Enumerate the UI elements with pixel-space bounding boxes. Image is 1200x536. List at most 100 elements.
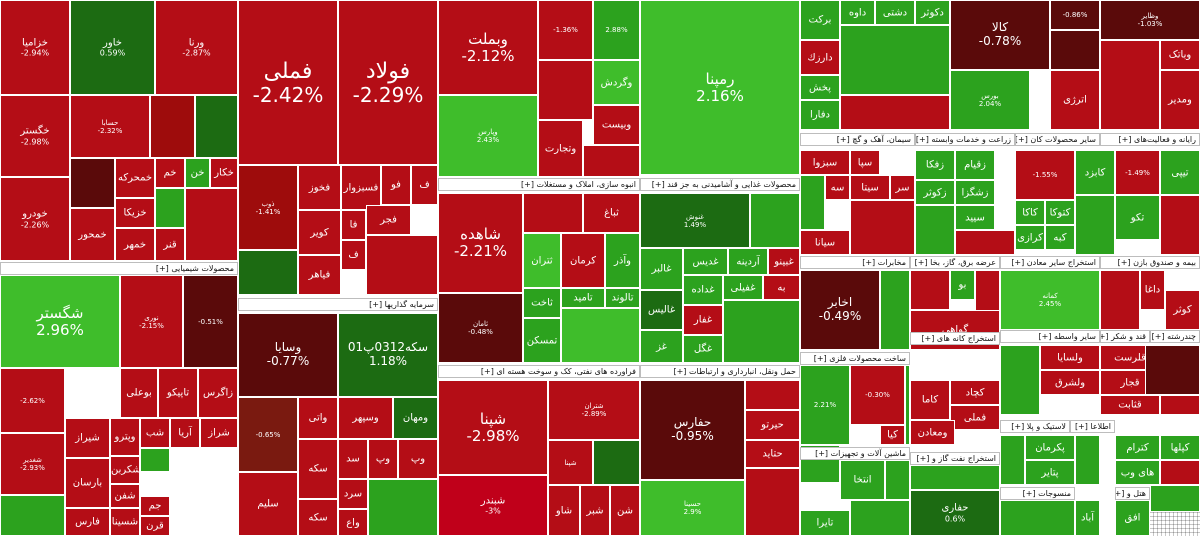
stock-tile[interactable]: ذوب -1.41% bbox=[238, 165, 298, 250]
stock-tile[interactable]: جم bbox=[140, 496, 170, 516]
stock-tile[interactable] bbox=[1100, 40, 1160, 130]
stock-tile[interactable]: فملی bbox=[950, 405, 1000, 430]
stock-tile[interactable]: قرن bbox=[140, 516, 170, 536]
stock-tile[interactable]: فسبزوار bbox=[341, 165, 381, 210]
sector-header[interactable]: سرمایه گذاریها [+] bbox=[238, 298, 438, 311]
stock-tile[interactable]: کمانه 2.45% bbox=[1000, 270, 1100, 330]
sector-header[interactable]: هتل و [+] bbox=[1115, 487, 1150, 500]
stock-tile[interactable]: وبیست bbox=[593, 105, 640, 145]
stock-tile[interactable]: اترژی bbox=[1050, 70, 1100, 130]
sector-header[interactable]: منسوجات [+] bbox=[1000, 487, 1075, 500]
stock-tile[interactable] bbox=[885, 460, 910, 500]
stock-tile[interactable]: 2.88% bbox=[593, 0, 640, 60]
stock-tile[interactable] bbox=[955, 230, 1015, 255]
stock-tile[interactable]: کبه bbox=[1045, 225, 1075, 250]
stock-tile[interactable]: خودرو -2.26% bbox=[0, 177, 70, 261]
stock-tile[interactable]: به bbox=[763, 275, 800, 300]
stock-tile[interactable]: حسابا -2.32% bbox=[70, 95, 150, 158]
stock-tile[interactable] bbox=[905, 365, 910, 445]
stock-tile[interactable]: شکربن bbox=[110, 456, 140, 484]
stock-tile[interactable]: سیتا bbox=[850, 175, 890, 200]
sector-header[interactable]: استخراج نفت گاز و [+] bbox=[910, 452, 1000, 465]
stock-tile[interactable] bbox=[593, 440, 640, 485]
stock-tile[interactable]: شبر bbox=[580, 485, 610, 536]
stock-tile[interactable]: سکه bbox=[298, 499, 338, 536]
stock-tile[interactable]: شگستر 2.96% bbox=[0, 275, 120, 368]
stock-tile[interactable]: سیانا bbox=[800, 230, 850, 255]
stock-tile[interactable]: زقیام bbox=[955, 150, 995, 180]
stock-tile[interactable] bbox=[150, 95, 195, 158]
stock-tile[interactable]: خمحرکه bbox=[115, 158, 155, 198]
stock-tile[interactable]: حتاید bbox=[745, 440, 800, 468]
stock-tile[interactable] bbox=[538, 60, 593, 120]
stock-tile[interactable]: وتجارت bbox=[538, 120, 583, 177]
stock-tile[interactable]: فارس bbox=[65, 508, 110, 536]
stock-tile[interactable]: غالبر bbox=[640, 248, 683, 290]
stock-tile[interactable]: شپنا -2.98% bbox=[438, 380, 548, 475]
stock-tile[interactable]: سبزوا bbox=[800, 150, 850, 175]
stock-tile[interactable]: غالیس bbox=[640, 290, 683, 330]
stock-tile[interactable]: دارزك bbox=[800, 40, 840, 75]
stock-tile[interactable]: پکرمان bbox=[1025, 435, 1075, 460]
stock-tile[interactable]: وآذر bbox=[605, 233, 640, 288]
stock-tile[interactable]: شن bbox=[610, 485, 640, 536]
stock-tile[interactable]: کوثر bbox=[1165, 290, 1200, 330]
stock-tile[interactable]: آردینه bbox=[728, 248, 768, 275]
sector-header[interactable]: قند و شکر [+] bbox=[1100, 330, 1150, 343]
stock-tile[interactable]: کتوکا bbox=[1045, 200, 1075, 225]
stock-tile[interactable] bbox=[800, 175, 825, 230]
stock-tile[interactable]: سکه bbox=[298, 439, 338, 499]
stock-tile[interactable]: ثباغ bbox=[583, 193, 640, 233]
stock-tile[interactable]: ومهان bbox=[393, 397, 438, 439]
stock-tile[interactable]: خم bbox=[155, 158, 185, 188]
stock-tile[interactable]: خمهر bbox=[115, 228, 155, 261]
stock-tile[interactable]: واتی bbox=[298, 397, 338, 439]
stock-tile[interactable]: وباتک bbox=[1160, 40, 1200, 70]
stock-tile[interactable]: غداده bbox=[683, 275, 723, 305]
sector-header[interactable]: سایر واسطه [+] bbox=[1000, 330, 1100, 343]
stock-tile[interactable] bbox=[1160, 195, 1200, 255]
stock-tile[interactable]: ثاخت bbox=[523, 288, 561, 318]
stock-tile[interactable] bbox=[238, 250, 298, 295]
stock-tile[interactable] bbox=[910, 465, 1000, 490]
stock-tile[interactable]: ورنا -2.87% bbox=[155, 0, 238, 95]
sector-header[interactable]: چندرشته [+] bbox=[1150, 330, 1200, 343]
stock-tile[interactable]: تاپیکو bbox=[158, 368, 198, 418]
stock-tile[interactable] bbox=[850, 500, 910, 536]
stock-tile[interactable]: ثتران bbox=[523, 233, 561, 288]
stock-tile[interactable] bbox=[1100, 270, 1140, 330]
stock-tile[interactable]: کترام bbox=[1115, 435, 1160, 460]
stock-tile[interactable] bbox=[1000, 500, 1075, 536]
stock-tile[interactable]: زفکا bbox=[915, 150, 955, 180]
stock-tile[interactable]: سر bbox=[890, 175, 915, 200]
stock-tile[interactable]: قثابت bbox=[1100, 395, 1160, 415]
stock-tile[interactable]: -1.36% bbox=[538, 0, 593, 60]
stock-tile[interactable]: حفارس -0.95% bbox=[640, 380, 745, 480]
stock-tile[interactable]: تکو bbox=[1115, 195, 1160, 240]
stock-tile[interactable]: تایرا bbox=[800, 510, 850, 536]
sector-header[interactable]: محصولات شیمیایی [+] bbox=[0, 262, 238, 275]
stock-tile[interactable]: کچاد bbox=[950, 380, 1000, 405]
stock-tile[interactable]: سد bbox=[338, 439, 368, 479]
stock-tile[interactable]: شتران -2.89% bbox=[548, 380, 640, 440]
stock-tile[interactable]: قنر bbox=[155, 228, 185, 261]
sector-header[interactable]: محصولات غذایی و آشامیدنی به جز قند [+] bbox=[640, 178, 800, 191]
sector-header[interactable]: حمل ونقل، انبارداری و ارتباطات [+] bbox=[640, 365, 800, 378]
stock-tile[interactable]: پتایر bbox=[1025, 460, 1075, 485]
stock-tile[interactable] bbox=[840, 95, 950, 130]
stock-tile[interactable]: -2.62% bbox=[0, 368, 65, 433]
stock-tile[interactable]: غنوش 1.49% bbox=[640, 193, 750, 248]
stock-tile[interactable] bbox=[1160, 460, 1200, 485]
stock-tile[interactable]: دکوثر bbox=[915, 0, 950, 25]
stock-tile[interactable]: کویر bbox=[298, 210, 341, 255]
stock-tile[interactable]: کابزد bbox=[1075, 150, 1115, 195]
stock-tile[interactable]: شبندر -3% bbox=[438, 475, 548, 536]
stock-tile[interactable]: شراز bbox=[200, 418, 238, 448]
stock-tile[interactable]: آباد bbox=[1075, 500, 1100, 536]
stock-tile[interactable]: فا bbox=[341, 210, 366, 240]
stock-tile[interactable]: تامید bbox=[561, 288, 605, 308]
stock-tile[interactable]: کاکا bbox=[1015, 200, 1045, 225]
stock-tile[interactable]: زاگرس bbox=[198, 368, 238, 418]
stock-tile[interactable] bbox=[195, 95, 238, 158]
stock-tile[interactable] bbox=[850, 200, 915, 255]
